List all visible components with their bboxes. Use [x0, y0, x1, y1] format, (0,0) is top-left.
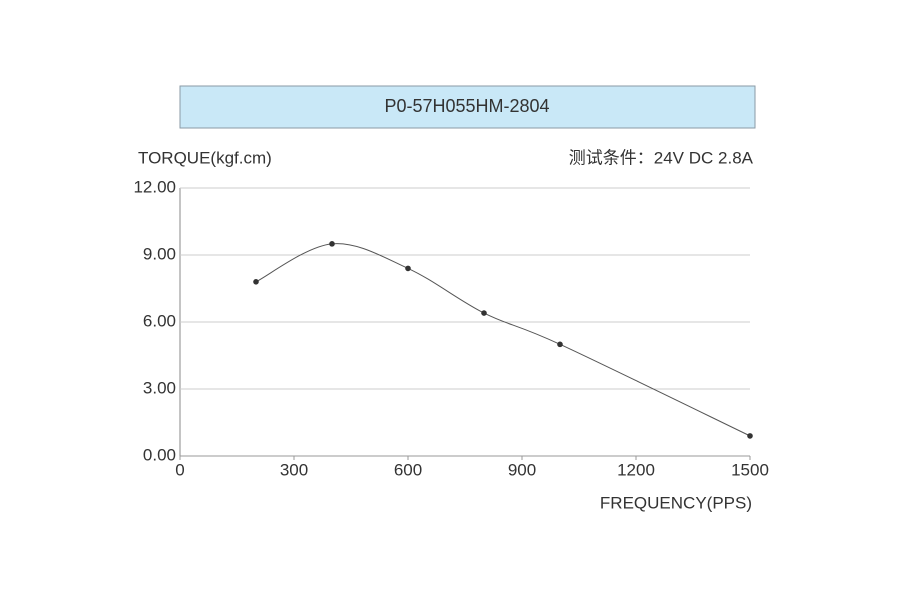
x-tick-label: 300 [280, 460, 308, 479]
data-point [329, 241, 335, 247]
data-point [405, 265, 411, 272]
chart-title: P0-57H055HM-2804 [384, 96, 549, 116]
data-point [481, 310, 487, 316]
y-axis-label: TORQUE(kgf.cm) [138, 148, 272, 167]
y-tick-label: 12.00 [133, 177, 176, 196]
y-tick-label: 0.00 [143, 445, 176, 464]
title-box [179, 85, 756, 129]
x-tick-label: 1500 [731, 460, 769, 479]
y-tick-label: 3.00 [143, 378, 176, 397]
x-tick-label: 600 [394, 460, 422, 479]
data-point [557, 341, 563, 348]
x-tick-label: 900 [508, 460, 536, 479]
x-tick-label: 0 [175, 460, 184, 479]
y-tick-label: 6.00 [143, 311, 176, 330]
torque-curve [255, 243, 751, 437]
annotation: 测试条件：24V DC 2.8A [569, 148, 754, 167]
data-point [747, 433, 753, 439]
data-point [253, 279, 259, 285]
y-tick-label: 9.00 [143, 244, 176, 263]
x-tick-label: 1200 [617, 460, 655, 479]
x-axis-label: FREQUENCY(PPS) [600, 493, 752, 512]
